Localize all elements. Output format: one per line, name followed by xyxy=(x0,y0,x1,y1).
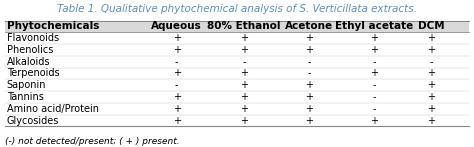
Text: Amino acid/Protein: Amino acid/Protein xyxy=(7,104,99,114)
Text: Acetone: Acetone xyxy=(285,21,333,31)
Text: +: + xyxy=(173,92,181,102)
Text: +: + xyxy=(427,45,435,55)
Text: -: - xyxy=(372,92,376,102)
Text: +: + xyxy=(173,69,181,78)
Text: Saponin: Saponin xyxy=(7,80,46,90)
Text: -: - xyxy=(372,80,376,90)
Text: DCM: DCM xyxy=(418,21,444,31)
Text: +: + xyxy=(427,69,435,78)
Text: +: + xyxy=(305,80,313,90)
Text: +: + xyxy=(305,45,313,55)
Text: +: + xyxy=(427,116,435,126)
Text: Alkaloids: Alkaloids xyxy=(7,57,50,67)
Text: -: - xyxy=(242,57,246,67)
Text: Tannins: Tannins xyxy=(7,92,44,102)
Text: Phenolics: Phenolics xyxy=(7,45,53,55)
Text: +: + xyxy=(370,116,378,126)
Text: -: - xyxy=(372,57,376,67)
Text: Terpenoids: Terpenoids xyxy=(7,69,59,78)
Text: +: + xyxy=(427,80,435,90)
Text: -: - xyxy=(307,57,311,67)
Text: +: + xyxy=(240,69,248,78)
Text: Phytochemicals: Phytochemicals xyxy=(7,21,99,31)
Text: +: + xyxy=(240,80,248,90)
Text: +: + xyxy=(427,33,435,43)
Text: +: + xyxy=(370,45,378,55)
Text: +: + xyxy=(370,33,378,43)
Text: +: + xyxy=(305,104,313,114)
Text: +: + xyxy=(427,104,435,114)
Text: Flavonoids: Flavonoids xyxy=(7,33,59,43)
Text: +: + xyxy=(305,33,313,43)
Text: +: + xyxy=(427,92,435,102)
Text: Ethyl acetate: Ethyl acetate xyxy=(335,21,413,31)
Text: +: + xyxy=(240,33,248,43)
Text: (-) not detected/present; ( + ) present.: (-) not detected/present; ( + ) present. xyxy=(5,137,179,146)
Text: -: - xyxy=(307,69,311,78)
Text: +: + xyxy=(240,104,248,114)
Text: +: + xyxy=(370,69,378,78)
Text: +: + xyxy=(240,45,248,55)
Text: +: + xyxy=(305,116,313,126)
Text: +: + xyxy=(173,104,181,114)
Text: -: - xyxy=(372,104,376,114)
Text: -: - xyxy=(429,57,433,67)
Text: -: - xyxy=(175,57,178,67)
Text: 80% Ethanol: 80% Ethanol xyxy=(207,21,281,31)
Text: Table 1. Qualitative phytochemical analysis of S. Verticillata extracts.: Table 1. Qualitative phytochemical analy… xyxy=(57,4,417,14)
Text: +: + xyxy=(173,45,181,55)
Text: +: + xyxy=(173,116,181,126)
Text: +: + xyxy=(240,92,248,102)
Text: Aqueous: Aqueous xyxy=(151,21,202,31)
Text: +: + xyxy=(305,92,313,102)
Bar xyxy=(5,21,469,32)
Text: Glycosides: Glycosides xyxy=(7,116,59,126)
Text: +: + xyxy=(173,33,181,43)
Text: +: + xyxy=(240,116,248,126)
Text: -: - xyxy=(175,80,178,90)
